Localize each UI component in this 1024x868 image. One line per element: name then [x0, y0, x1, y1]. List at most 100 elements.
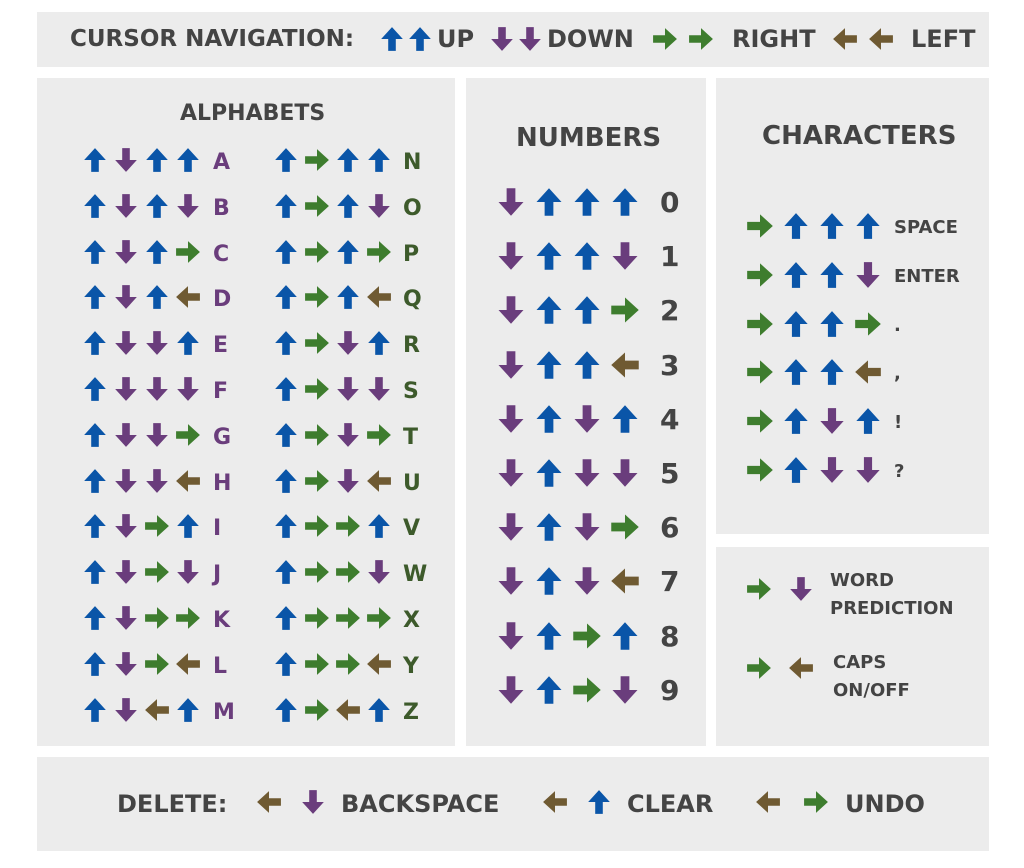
alphabets-panel — [37, 78, 455, 746]
arrow-up-icon — [612, 405, 638, 433]
arrow-right-icon — [305, 149, 329, 171]
arrow-down-icon — [115, 148, 137, 172]
arrow-up-icon — [275, 468, 297, 493]
arrow-down-icon — [498, 188, 524, 216]
arrow-down-icon — [574, 459, 600, 487]
arrow-right-icon — [305, 698, 329, 721]
arrow-up-icon — [536, 459, 562, 487]
arrow-right-icon — [611, 297, 639, 323]
arrow-up-icon — [84, 239, 106, 264]
arrow-up-icon — [784, 310, 808, 337]
arrow-down-icon — [115, 377, 137, 401]
delete-title: DELETE: — [117, 790, 228, 818]
arrow-down-icon — [115, 285, 137, 310]
alphabet-letter: F — [213, 379, 229, 404]
arrow-down-icon — [146, 422, 168, 447]
number-digit: 9 — [660, 673, 680, 707]
arrow-right-icon — [367, 423, 391, 446]
character-label: ENTER — [894, 265, 960, 287]
alphabet-letter: O — [403, 195, 422, 221]
arrow-left-icon — [789, 657, 813, 679]
arrow-up-icon — [536, 676, 562, 704]
arrow-right-icon — [145, 515, 169, 538]
arrow-left-icon — [176, 286, 200, 309]
arrow-down-icon — [146, 331, 168, 356]
arrow-up-icon — [337, 193, 359, 218]
cursor-navigation-title: CURSOR NAVIGATION: — [70, 26, 355, 52]
arrow-down-icon — [856, 457, 880, 483]
arrow-down-icon — [115, 331, 137, 356]
arrow-up-icon — [275, 697, 297, 722]
arrow-up-icon — [84, 148, 106, 172]
caps-label-line1: CAPS — [833, 652, 887, 673]
arrow-up-icon — [574, 350, 600, 379]
arrow-right-icon — [336, 561, 360, 584]
arrow-up-icon — [177, 514, 199, 539]
arrow-up-icon — [820, 359, 844, 386]
character-label: . — [894, 314, 901, 336]
arrow-up-icon — [820, 261, 844, 288]
arrow-up-icon — [146, 285, 168, 310]
alphabet-letter: D — [213, 287, 232, 313]
arrow-up-icon — [337, 148, 359, 172]
arrow-up-icon — [275, 331, 297, 356]
alphabet-letter: B — [213, 195, 230, 221]
arrow-right-icon — [747, 214, 773, 238]
arrow-up-icon — [84, 422, 106, 447]
arrow-down-icon — [177, 377, 199, 401]
arrow-up-icon — [275, 606, 297, 630]
cursor-navigation-panel — [37, 12, 989, 67]
arrow-up-icon — [84, 331, 106, 356]
arrow-up-icon — [536, 567, 562, 596]
arrow-down-icon — [337, 468, 359, 493]
alphabet-letter: M — [213, 699, 235, 725]
arrow-up-icon — [337, 285, 359, 310]
arrow-right-icon — [305, 378, 329, 400]
arrow-right-icon — [305, 607, 329, 629]
nav-down-label: DOWN — [547, 25, 634, 53]
arrow-up-icon — [368, 148, 390, 172]
arrow-down-icon — [519, 27, 541, 51]
arrow-down-icon — [491, 27, 513, 51]
arrow-up-icon — [574, 296, 600, 325]
arrow-right-icon — [653, 28, 677, 50]
arrow-down-icon — [790, 577, 812, 601]
character-label: SPACE — [894, 217, 958, 238]
arrow-right-icon — [305, 561, 329, 584]
arrow-up-icon — [146, 193, 168, 218]
number-digit: 5 — [660, 457, 680, 490]
arrow-up-icon — [574, 242, 600, 270]
arrow-up-icon — [275, 422, 297, 447]
alphabet-letter: H — [213, 470, 232, 496]
arrow-up-icon — [856, 408, 880, 435]
arrow-down-icon — [498, 621, 524, 650]
arrow-up-icon — [275, 148, 297, 172]
arrow-up-icon — [409, 27, 431, 51]
alphabet-letter: R — [403, 333, 420, 359]
nav-left-label: LEFT — [911, 25, 976, 53]
arrow-left-icon — [869, 28, 893, 50]
arrow-up-icon — [820, 310, 844, 337]
arrow-down-icon — [368, 560, 390, 585]
arrow-up-icon — [275, 285, 297, 310]
alphabet-letter: X — [403, 608, 420, 633]
number-digit: 2 — [660, 294, 680, 328]
arrow-left-icon — [756, 791, 780, 813]
arrow-up-icon — [381, 27, 403, 51]
arrow-right-icon — [145, 561, 169, 584]
arrow-right-icon — [305, 240, 329, 263]
alphabet-letter: C — [213, 241, 230, 267]
arrow-up-icon — [84, 514, 106, 539]
arrow-down-icon — [856, 261, 880, 288]
caps-label-line2: ON/OFF — [833, 680, 910, 701]
arrow-down-icon — [115, 514, 137, 539]
arrow-down-icon — [115, 468, 137, 493]
arrow-up-icon — [820, 213, 844, 239]
arrow-left-icon — [176, 652, 200, 675]
clear-label: CLEAR — [627, 790, 714, 818]
alphabet-letter: T — [403, 424, 419, 450]
character-label: , — [894, 363, 901, 385]
arrow-up-icon — [784, 359, 808, 386]
arrow-down-icon — [146, 377, 168, 401]
arrow-up-icon — [177, 148, 199, 172]
